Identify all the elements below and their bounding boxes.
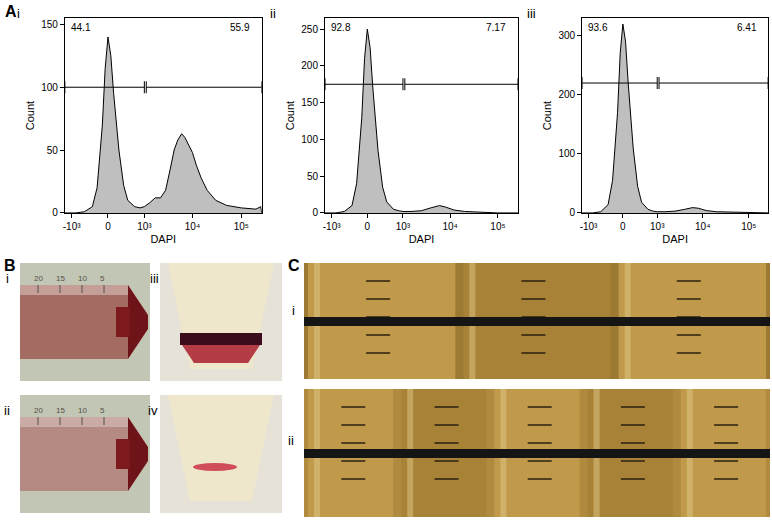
svg-text:0: 0 [365, 221, 371, 232]
svg-text:10³: 10³ [137, 221, 152, 232]
svg-text:10³: 10³ [396, 221, 411, 232]
svg-text:10⁵: 10⁵ [234, 221, 249, 232]
svg-text:100: 100 [41, 82, 58, 93]
svg-text:50: 50 [47, 145, 59, 156]
svg-text:10⁵: 10⁵ [490, 221, 505, 232]
svg-text:0: 0 [105, 221, 111, 232]
svg-text:10⁵: 10⁵ [741, 221, 756, 232]
svg-text:10: 10 [78, 274, 87, 283]
svg-text:ii: ii [270, 6, 276, 21]
svg-text:5: 5 [100, 406, 105, 415]
svg-text:Count: Count [541, 101, 553, 130]
svg-text:92.8: 92.8 [331, 22, 351, 33]
svg-text:6.41: 6.41 [737, 22, 757, 33]
svg-text:-10³: -10³ [580, 221, 598, 232]
svg-text:100: 100 [558, 148, 575, 159]
svg-text:-10³: -10³ [63, 221, 81, 232]
svg-text:0: 0 [570, 207, 576, 218]
svg-text:Count: Count [284, 101, 296, 130]
svg-text:50: 50 [307, 171, 319, 182]
svg-text:93.6: 93.6 [588, 22, 608, 33]
svg-text:DAPI: DAPI [150, 233, 176, 245]
svg-text:5: 5 [100, 274, 105, 283]
svg-text:150: 150 [301, 97, 318, 108]
svg-text:150: 150 [41, 19, 58, 30]
svg-text:DAPI: DAPI [662, 233, 688, 245]
svg-text:7.17: 7.17 [486, 22, 506, 33]
svg-text:iv: iv [148, 403, 158, 418]
svg-text:0: 0 [620, 221, 626, 232]
svg-text:10⁴: 10⁴ [695, 221, 710, 232]
svg-text:10³: 10³ [650, 221, 665, 232]
svg-text:ii: ii [4, 403, 10, 418]
svg-text:44.1: 44.1 [71, 22, 91, 33]
svg-text:ii: ii [288, 433, 294, 448]
svg-text:0: 0 [52, 207, 58, 218]
svg-text:i: i [292, 303, 295, 318]
svg-text:15: 15 [56, 274, 65, 283]
svg-text:15: 15 [56, 406, 65, 415]
svg-text:DAPI: DAPI [409, 233, 435, 245]
svg-text:Count: Count [24, 101, 36, 130]
svg-text:10⁴: 10⁴ [442, 221, 457, 232]
svg-text:200: 200 [301, 60, 318, 71]
svg-text:300: 300 [558, 30, 575, 41]
svg-text:0: 0 [312, 207, 318, 218]
svg-text:20: 20 [34, 406, 43, 415]
svg-text:20: 20 [34, 274, 43, 283]
svg-text:i: i [6, 271, 9, 286]
svg-text:10⁴: 10⁴ [185, 221, 200, 232]
svg-text:iii: iii [527, 6, 536, 21]
svg-text:-10³: -10³ [323, 221, 341, 232]
svg-text:A: A [5, 3, 17, 20]
svg-text:C: C [288, 257, 300, 274]
svg-text:iii: iii [150, 271, 159, 286]
svg-text:100: 100 [301, 134, 318, 145]
svg-text:55.9: 55.9 [230, 22, 250, 33]
svg-text:10: 10 [78, 406, 87, 415]
svg-text:B: B [4, 257, 16, 274]
svg-text:200: 200 [558, 89, 575, 100]
svg-text:i: i [17, 6, 20, 21]
svg-text:250: 250 [301, 24, 318, 35]
